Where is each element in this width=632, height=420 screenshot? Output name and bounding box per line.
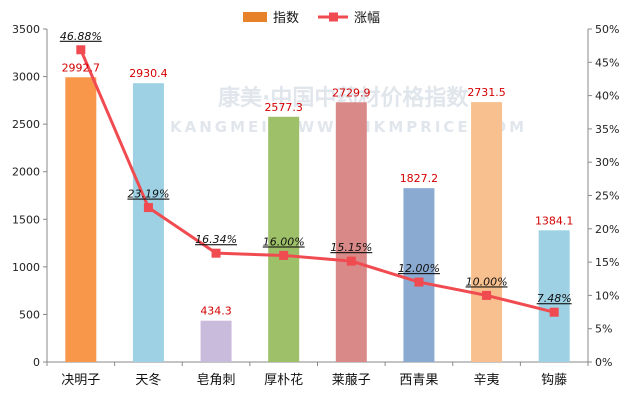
bar: [65, 77, 97, 363]
line-value-label: 23.19%: [127, 188, 169, 201]
y-right-tick-label: 25%: [595, 190, 619, 203]
bar-value-label: 2992.7: [62, 61, 101, 74]
y-right-tick-label: 40%: [595, 90, 619, 103]
line-value-label: 10.00%: [466, 275, 508, 288]
y-left-tick-label: 1500: [12, 213, 40, 226]
bar-value-label: 1827.2: [400, 172, 439, 185]
y-left-tick-label: 3000: [12, 71, 40, 84]
line-point: [549, 307, 559, 317]
x-tick-label: 厚朴花: [264, 372, 303, 388]
legend-swatch-marker: [329, 12, 338, 22]
y-right-tick-label: 5%: [595, 323, 612, 336]
bar: [403, 188, 435, 362]
y-right-tick-label: 15%: [595, 256, 619, 269]
bar: [538, 230, 570, 362]
y-right-tick-label: 0%: [595, 356, 612, 369]
y-right-tick-label: 20%: [595, 223, 619, 236]
line-series: [76, 45, 559, 317]
line-point: [143, 203, 153, 213]
x-tick-label: 皂角刺: [197, 373, 236, 388]
line-value-label: 16.34%: [195, 233, 237, 246]
line-value-label: 16.00%: [263, 235, 305, 248]
y-left-tick-label: 2000: [12, 166, 40, 179]
data-labels: 2992.7 2930.4 434.3 2577.3 2729.9 1827.2 2731.…: [60, 30, 574, 318]
legend-label: 指数: [273, 11, 299, 26]
x-tick-label: 西青果: [399, 373, 438, 388]
x-tick-label: 天冬: [135, 372, 161, 388]
line-point: [279, 250, 289, 260]
line-value-label: 7.48%: [537, 292, 572, 305]
y-right-tick-label: 50%: [595, 23, 619, 36]
x-tick-label: 辛夷: [474, 372, 500, 388]
bar-value-label: 2731.5: [467, 86, 506, 99]
line-point: [414, 277, 424, 287]
y-left-tick-label: 1000: [12, 261, 40, 274]
x-tick-label: 莱菔子: [332, 373, 371, 388]
line-point: [482, 290, 492, 300]
y-left-tick-label: 3500: [12, 23, 40, 36]
legend-label: 涨幅: [354, 11, 380, 26]
legend: 指数 涨幅: [243, 11, 380, 26]
legend-swatch-bar: [243, 12, 267, 22]
bar-series: [65, 77, 570, 363]
y-left-tick-label: 0: [33, 356, 40, 369]
line-point: [211, 248, 221, 258]
bar: [132, 83, 164, 363]
line-value-label: 12.00%: [398, 262, 440, 275]
line-point: [346, 256, 356, 266]
line-value-label: 46.88%: [60, 30, 102, 43]
line-point: [76, 45, 86, 55]
bar-value-label: 2729.9: [332, 86, 371, 99]
line-path: [79, 49, 555, 314]
bar: [268, 116, 300, 362]
bar: [200, 320, 232, 362]
y-right-tick-label: 10%: [595, 289, 619, 302]
bar: [471, 102, 503, 363]
x-tick-label: 钩藤: [541, 373, 567, 388]
y-right-tick-label: 45%: [595, 56, 619, 69]
bar-value-label: 2577.3: [264, 101, 303, 114]
line-value-label: 15.15%: [330, 241, 372, 254]
y-left-tick-label: 500: [19, 308, 40, 321]
bar-value-label: 1384.1: [535, 214, 574, 227]
bar-value-label: 434.3: [200, 305, 232, 318]
bar-value-label: 2930.4: [129, 67, 168, 80]
y-left-tick-label: 2500: [12, 118, 40, 131]
x-tick-label: 决明子: [61, 373, 100, 388]
y-right-tick-label: 30%: [595, 156, 619, 169]
y-right-tick-label: 35%: [595, 123, 619, 136]
axes: 0 500 1000 1500 2000 2500 3000 3500 0% 5% 10% 15% 20…: [12, 23, 619, 388]
bar: [335, 102, 367, 362]
